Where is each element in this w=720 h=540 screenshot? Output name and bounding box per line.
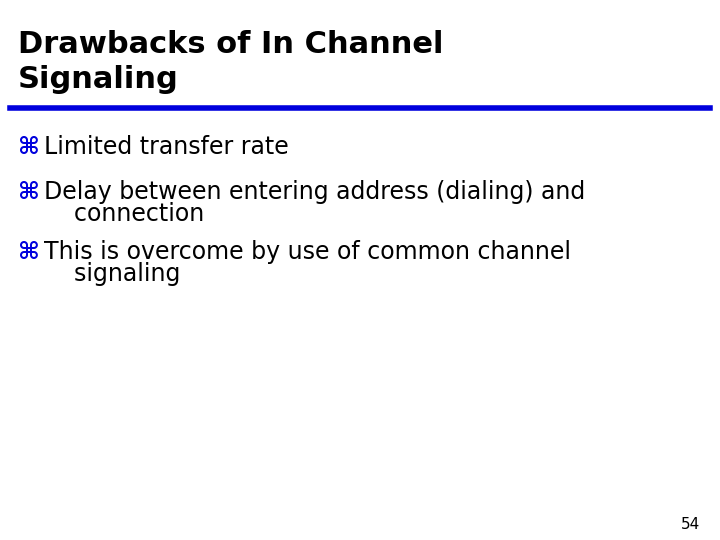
Text: signaling: signaling	[44, 262, 181, 286]
Text: ⌘: ⌘	[18, 135, 40, 159]
Text: ⌘: ⌘	[18, 180, 40, 204]
Text: connection: connection	[44, 202, 204, 226]
Text: This is overcome by use of common channel: This is overcome by use of common channe…	[44, 240, 571, 264]
Text: Delay between entering address (dialing) and: Delay between entering address (dialing)…	[44, 180, 585, 204]
Text: Drawbacks of In Channel: Drawbacks of In Channel	[18, 30, 444, 59]
Text: ⌘: ⌘	[18, 240, 40, 264]
Text: 54: 54	[680, 517, 700, 532]
Text: Signaling: Signaling	[18, 65, 179, 94]
Text: Limited transfer rate: Limited transfer rate	[44, 135, 289, 159]
